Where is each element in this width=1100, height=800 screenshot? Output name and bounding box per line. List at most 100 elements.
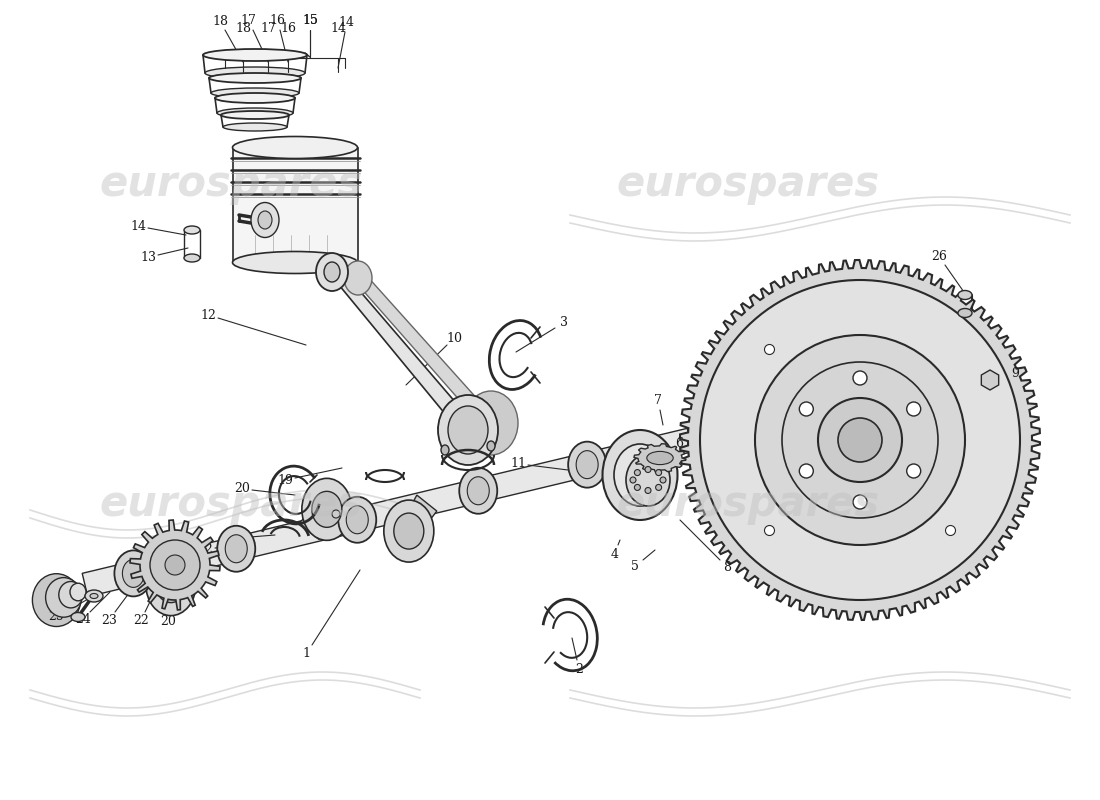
Ellipse shape	[324, 262, 340, 282]
Polygon shape	[400, 495, 437, 537]
Ellipse shape	[258, 211, 272, 229]
Circle shape	[852, 371, 867, 385]
Ellipse shape	[45, 578, 81, 618]
Circle shape	[656, 470, 661, 475]
Ellipse shape	[114, 550, 153, 596]
Circle shape	[800, 464, 813, 478]
Text: 21: 21	[314, 498, 329, 511]
Text: 22: 22	[197, 542, 213, 556]
Ellipse shape	[90, 594, 98, 598]
Ellipse shape	[223, 123, 287, 131]
Polygon shape	[130, 520, 220, 610]
Ellipse shape	[214, 93, 295, 103]
Text: eurospares: eurospares	[616, 483, 880, 525]
Polygon shape	[163, 552, 201, 590]
Ellipse shape	[184, 226, 200, 234]
Text: 4: 4	[610, 548, 618, 561]
Circle shape	[150, 540, 200, 590]
Text: 16: 16	[270, 14, 286, 26]
Ellipse shape	[205, 67, 305, 79]
Ellipse shape	[32, 574, 80, 626]
Ellipse shape	[576, 450, 598, 478]
Ellipse shape	[468, 477, 490, 505]
Text: 26: 26	[932, 250, 947, 263]
Text: eurospares: eurospares	[99, 163, 363, 205]
Text: eurospares: eurospares	[99, 483, 363, 525]
Text: 8: 8	[723, 561, 732, 574]
Ellipse shape	[251, 202, 279, 238]
Text: 20: 20	[220, 532, 236, 546]
Text: 19: 19	[277, 474, 294, 486]
Ellipse shape	[958, 290, 972, 299]
Ellipse shape	[184, 254, 200, 262]
Polygon shape	[634, 444, 686, 472]
Ellipse shape	[316, 253, 348, 291]
Ellipse shape	[221, 111, 289, 119]
Text: 17: 17	[241, 14, 256, 27]
Ellipse shape	[438, 395, 498, 465]
Circle shape	[332, 510, 340, 518]
Ellipse shape	[146, 554, 196, 616]
Circle shape	[800, 402, 813, 416]
Circle shape	[635, 470, 640, 475]
Ellipse shape	[156, 566, 186, 602]
Text: 14: 14	[339, 16, 355, 29]
Text: 7: 7	[654, 394, 662, 406]
Text: 15: 15	[302, 14, 318, 26]
Circle shape	[645, 466, 651, 473]
Text: 17: 17	[260, 22, 276, 34]
Circle shape	[818, 398, 902, 482]
Text: 9: 9	[1011, 366, 1019, 379]
Text: 20: 20	[234, 482, 250, 495]
Circle shape	[645, 487, 651, 494]
Ellipse shape	[464, 391, 518, 455]
Ellipse shape	[487, 441, 495, 451]
Circle shape	[838, 418, 882, 462]
Circle shape	[656, 485, 661, 490]
Ellipse shape	[232, 137, 358, 158]
Ellipse shape	[614, 444, 666, 506]
Ellipse shape	[448, 406, 488, 454]
Ellipse shape	[232, 251, 358, 274]
Ellipse shape	[70, 583, 86, 601]
Text: 6: 6	[675, 437, 683, 450]
Text: 5: 5	[631, 560, 639, 573]
Ellipse shape	[958, 309, 972, 318]
Ellipse shape	[204, 49, 307, 61]
Ellipse shape	[346, 506, 368, 534]
Circle shape	[165, 555, 185, 575]
Circle shape	[700, 280, 1020, 600]
Ellipse shape	[72, 613, 85, 622]
Text: 12: 12	[200, 309, 217, 322]
Ellipse shape	[394, 513, 424, 549]
Polygon shape	[82, 428, 693, 597]
Text: 2: 2	[575, 663, 583, 676]
Polygon shape	[680, 260, 1040, 620]
Text: 14: 14	[330, 22, 346, 34]
Text: 10: 10	[447, 331, 462, 345]
Ellipse shape	[441, 445, 449, 455]
Ellipse shape	[626, 454, 670, 506]
Circle shape	[946, 526, 956, 535]
Text: 13: 13	[141, 250, 156, 264]
Ellipse shape	[344, 261, 372, 295]
Text: 25: 25	[48, 610, 64, 623]
Ellipse shape	[58, 582, 82, 608]
Circle shape	[852, 495, 867, 509]
Ellipse shape	[647, 451, 673, 465]
Ellipse shape	[217, 108, 293, 118]
Text: eurospares: eurospares	[616, 163, 880, 205]
Circle shape	[906, 402, 921, 416]
Text: 3: 3	[560, 316, 568, 330]
Text: 16: 16	[280, 22, 296, 34]
Circle shape	[764, 526, 774, 535]
Text: 23: 23	[101, 614, 117, 626]
Circle shape	[635, 485, 640, 490]
Ellipse shape	[312, 491, 342, 527]
Text: 15: 15	[302, 14, 318, 26]
Circle shape	[764, 345, 774, 354]
Ellipse shape	[460, 468, 497, 514]
Ellipse shape	[85, 590, 103, 602]
Circle shape	[755, 335, 965, 545]
Ellipse shape	[603, 430, 678, 520]
